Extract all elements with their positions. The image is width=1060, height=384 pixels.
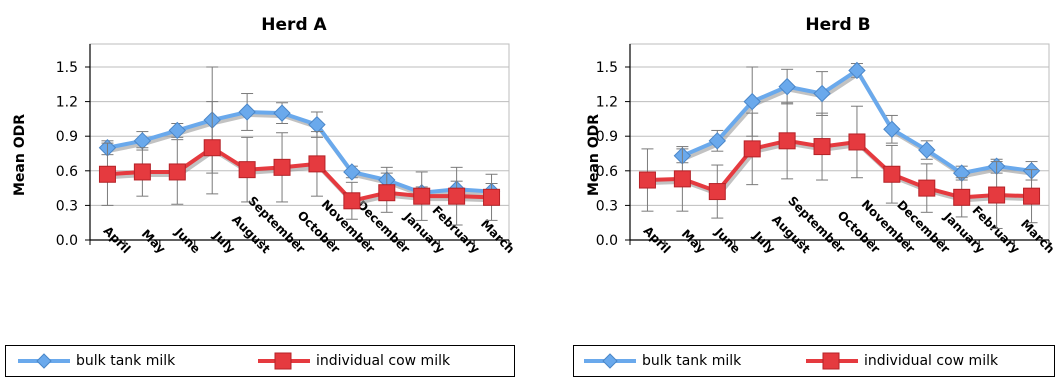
data-point xyxy=(168,163,186,181)
legend-item-bulk-tank: bulk tank milk xyxy=(584,346,741,376)
data-point xyxy=(743,92,761,111)
y-axis-label: Mean ODR xyxy=(12,114,28,196)
legend-label: bulk tank milk xyxy=(76,353,176,369)
legend-item-individual-cow: individual cow milk xyxy=(806,346,998,376)
y-tick-label: 1.2 xyxy=(56,95,78,111)
plot-area xyxy=(89,43,510,241)
y-tick-label: 0.3 xyxy=(596,198,618,214)
legend-item-bulk-tank: bulk tank milk xyxy=(18,346,175,376)
legend-herd-a: bulk tank milk individual cow milk xyxy=(5,345,515,377)
data-point xyxy=(708,183,726,201)
series-individual-cow-milk xyxy=(638,102,1041,229)
data-point xyxy=(883,120,901,138)
y-tick-label: 1.5 xyxy=(56,60,78,76)
data-point xyxy=(98,165,116,183)
data-point xyxy=(638,171,656,189)
data-point xyxy=(238,161,256,179)
square-marker-icon xyxy=(258,352,310,370)
y-tick-label: 1.2 xyxy=(596,95,618,111)
legend-item-individual-cow: individual cow milk xyxy=(258,346,450,376)
data-point xyxy=(378,184,396,202)
chart-title: Herd B xyxy=(805,15,870,35)
data-point xyxy=(953,188,971,206)
data-point xyxy=(343,192,361,210)
data-point xyxy=(848,133,866,151)
y-tick-label: 0.6 xyxy=(596,164,618,180)
data-point xyxy=(883,165,901,183)
y-tick-label: 0.3 xyxy=(56,198,78,214)
data-point xyxy=(673,170,691,188)
data-point xyxy=(813,84,831,103)
data-point xyxy=(168,121,186,140)
diamond-marker-icon xyxy=(18,353,70,369)
data-point xyxy=(848,61,866,80)
legend-label: bulk tank milk xyxy=(642,353,742,369)
data-point xyxy=(918,179,936,197)
data-point xyxy=(483,188,501,206)
data-point xyxy=(343,163,361,181)
data-point xyxy=(133,163,151,181)
diamond-marker-icon xyxy=(584,353,636,369)
data-point xyxy=(1023,187,1041,205)
y-tick-label: 0.9 xyxy=(596,129,618,145)
data-point xyxy=(413,187,431,205)
data-point xyxy=(988,186,1006,204)
legend-label: individual cow milk xyxy=(316,353,451,369)
chart-title: Herd A xyxy=(261,15,327,35)
data-point xyxy=(708,132,726,150)
data-point xyxy=(778,132,796,150)
series-individual-cow-milk xyxy=(98,101,501,226)
y-tick-label: 0.6 xyxy=(56,164,78,180)
data-point xyxy=(273,104,291,122)
data-point xyxy=(273,158,291,176)
data-point xyxy=(308,155,326,173)
data-point xyxy=(203,139,221,157)
square-marker-icon xyxy=(806,352,858,370)
data-point xyxy=(238,103,256,121)
data-point xyxy=(813,138,831,156)
legend-label: individual cow milk xyxy=(864,353,999,369)
y-tick-label: 0.9 xyxy=(56,129,78,145)
y-tick-label: 0.0 xyxy=(596,233,618,249)
legend-herd-b: bulk tank milk individual cow milk xyxy=(573,345,1055,377)
y-tick-label: 1.5 xyxy=(596,60,618,76)
data-point xyxy=(778,77,796,96)
plot-area xyxy=(629,43,1050,241)
data-point xyxy=(918,141,936,159)
y-axis-label: Mean ODR xyxy=(586,114,602,196)
y-tick-label: 0.0 xyxy=(56,233,78,249)
data-point xyxy=(448,187,466,205)
data-point xyxy=(743,140,761,158)
